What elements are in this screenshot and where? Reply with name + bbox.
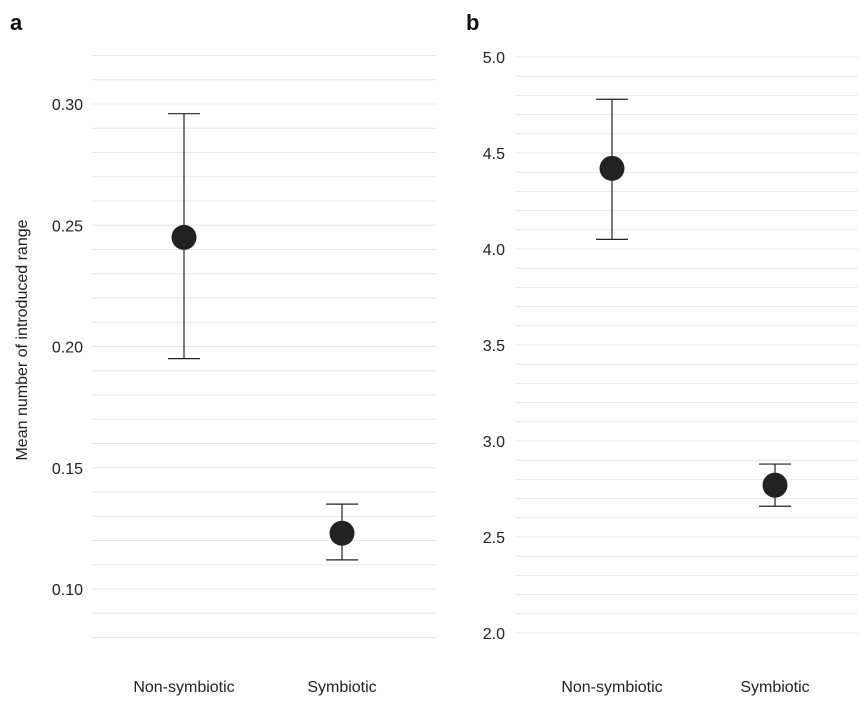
y-tick-label: 4.0 xyxy=(483,242,505,259)
panel-a: a 0.10 0.15 0.20 0.25 0.30 Mean number of intr… xyxy=(10,10,436,696)
y-tick-label: 4.5 xyxy=(483,146,505,163)
panel-label-b: b xyxy=(466,10,479,35)
y-tick-label: 3.0 xyxy=(483,434,505,451)
data-point xyxy=(599,155,625,181)
y-tick-label: 0.30 xyxy=(52,97,83,114)
x-tick-label: Symbiotic xyxy=(307,679,376,696)
x-tick-label: Symbiotic xyxy=(740,679,809,696)
x-tick-label: Non-symbiotic xyxy=(561,679,662,696)
y-axis-label: Mean number of introduced range xyxy=(14,219,31,460)
data-point xyxy=(762,472,788,498)
y-tick-label: 5.0 xyxy=(483,50,505,67)
y-tick-label: 2.0 xyxy=(483,626,505,643)
y-tick-label: 2.5 xyxy=(483,530,505,547)
data-point xyxy=(329,520,355,546)
y-tick-label: 0.15 xyxy=(52,461,83,478)
panel-b: b 2.0 2.5 3.0 3.5 4.0 4.5 5.0 Non-symbiotic Symbi… xyxy=(466,10,858,696)
y-tick-label: 0.25 xyxy=(52,218,83,235)
y-tick-label: 0.10 xyxy=(52,582,83,599)
y-tick-label: 3.5 xyxy=(483,338,505,355)
y-tick-label: 0.20 xyxy=(52,340,83,357)
panel-label-a: a xyxy=(10,10,23,35)
x-tick-label: Non-symbiotic xyxy=(133,679,234,696)
data-point xyxy=(171,224,197,250)
